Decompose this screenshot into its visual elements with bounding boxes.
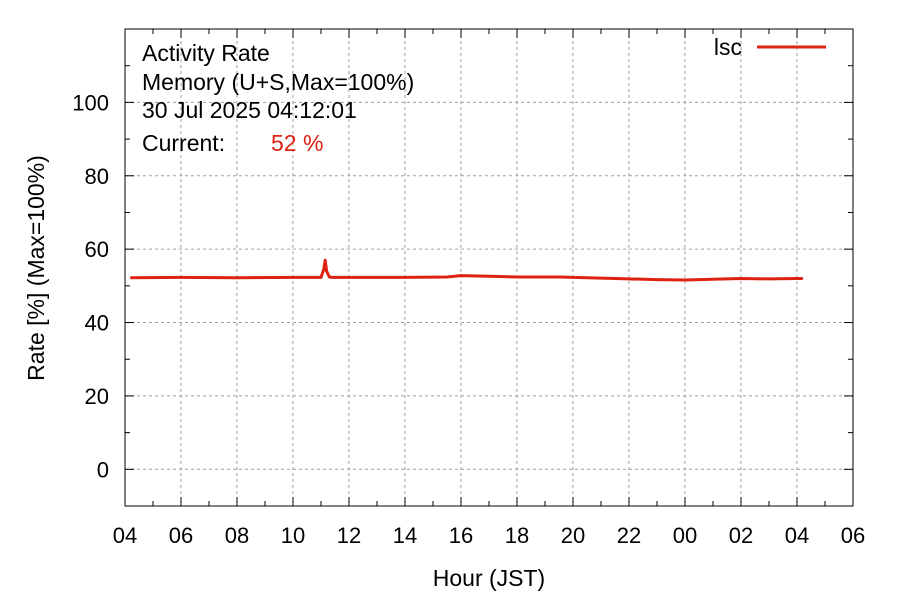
data-point — [740, 277, 742, 280]
y-tick-label: 40 — [85, 311, 109, 336]
data-point — [331, 276, 334, 279]
data-point — [348, 276, 350, 279]
data-point — [801, 277, 804, 280]
y-tick-label: 100 — [72, 90, 109, 115]
x-tick-label: 04 — [113, 523, 137, 548]
data-point — [320, 276, 322, 279]
x-tick-label: 08 — [225, 523, 249, 548]
x-tick-label: 02 — [729, 523, 753, 548]
y-tick-label: 0 — [97, 457, 109, 482]
data-point — [180, 276, 182, 279]
data-point — [460, 274, 462, 277]
data-point — [236, 277, 238, 279]
grid — [125, 29, 853, 506]
data-point — [684, 279, 686, 281]
data-point — [712, 278, 714, 281]
series-line-lsc — [130, 258, 803, 282]
data-point — [516, 276, 518, 278]
data-point — [656, 278, 658, 281]
data-point — [628, 278, 630, 280]
data-point — [292, 276, 294, 279]
x-tick-label: 22 — [617, 523, 641, 548]
data-point — [324, 259, 327, 262]
x-tick-label: 14 — [393, 523, 417, 548]
series — [129, 258, 804, 282]
data-point — [323, 268, 325, 271]
data-point — [768, 278, 770, 280]
y-tick-label: 80 — [85, 164, 109, 189]
y-tick-label: 60 — [85, 237, 109, 262]
x-tick-label: 12 — [337, 523, 361, 548]
data-point — [325, 270, 328, 273]
data-point — [404, 276, 406, 279]
chart-title: Activity Rate — [142, 40, 270, 66]
x-axis-label: Hour (JST) — [433, 565, 545, 591]
x-tick-label: 18 — [505, 523, 529, 548]
chart-subtitle: Memory (U+S,Max=100%) — [142, 69, 414, 95]
data-point — [328, 276, 331, 278]
data-point — [129, 277, 132, 279]
data-point — [488, 275, 490, 278]
x-tick-label: 06 — [169, 523, 193, 548]
chart-timestamp: 30 Jul 2025 04:12:01 — [142, 97, 357, 123]
x-tick-label: 20 — [561, 523, 585, 548]
y-tick-label: 20 — [85, 384, 109, 409]
x-tick-label: 00 — [673, 523, 697, 548]
data-point — [558, 276, 560, 278]
legend-series-label: lsc — [714, 34, 742, 60]
data-point — [572, 276, 574, 279]
data-point — [446, 276, 448, 278]
axis-ticks: 0 20 40 60 80 100 04 06 08 10 12 14 16 18 20 22 00 02 04 06 — [72, 29, 865, 548]
x-tick-label: 06 — [841, 523, 865, 548]
current-value: 52 % — [271, 130, 323, 156]
x-tick-label: 04 — [785, 523, 809, 548]
current-label: Current: — [142, 130, 225, 156]
x-tick-label: 10 — [281, 523, 305, 548]
y-axis-label: Rate [%] (Max=100%) — [23, 155, 49, 381]
data-point — [600, 277, 602, 279]
x-tick-label: 16 — [449, 523, 473, 548]
data-point — [796, 277, 798, 280]
